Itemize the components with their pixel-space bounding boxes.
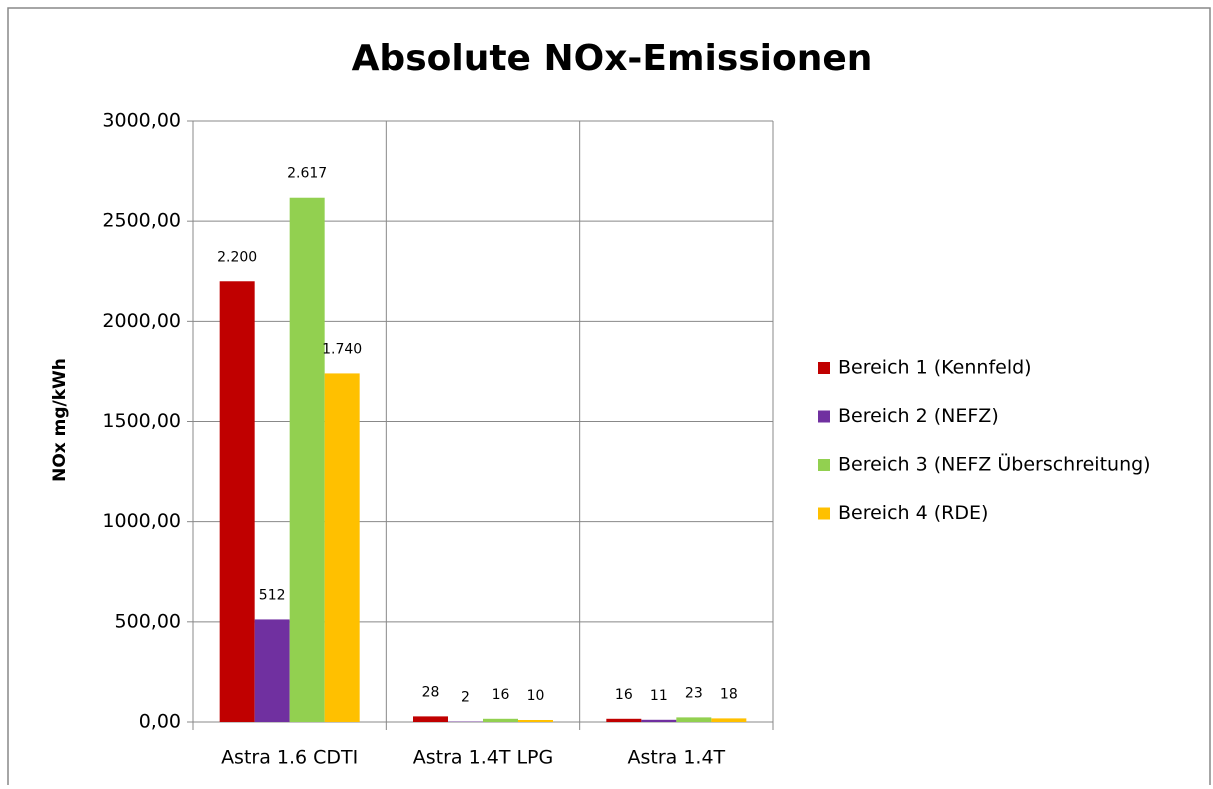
y-tick-label: 1000,00: [102, 510, 181, 532]
bar: [606, 719, 641, 722]
bar: [325, 373, 360, 722]
data-label: 28: [422, 684, 440, 700]
data-label: 11: [650, 688, 668, 704]
y-tick-label: 500,00: [115, 610, 181, 632]
data-label: 2.200: [217, 249, 257, 265]
legend-swatch: [818, 362, 830, 374]
bar: [483, 719, 518, 722]
data-label: 18: [720, 686, 738, 702]
legend-label: Bereich 3 (NEFZ Überschreitung): [838, 453, 1151, 476]
x-tick-label: Astra 1.4T LPG: [413, 747, 553, 769]
bar: [413, 716, 448, 722]
y-tick-label: 0,00: [139, 711, 181, 733]
x-tick-label: Astra 1.6 CDTI: [221, 747, 358, 769]
legend-swatch: [818, 411, 830, 423]
data-label: 2.617: [287, 166, 327, 182]
chart-frame: [8, 8, 1210, 785]
y-axis-label: NOx mg/kWh: [50, 358, 70, 482]
data-label: 16: [615, 687, 633, 703]
data-label: 1.740: [322, 341, 362, 357]
chart-title: Absolute NOx-Emissionen: [352, 38, 873, 79]
data-label: 10: [527, 688, 545, 704]
data-label: 2: [461, 690, 470, 706]
bar: [255, 619, 290, 722]
bar: [220, 281, 255, 722]
bar: [641, 720, 676, 722]
bar: [290, 198, 325, 722]
legend-label: Bereich 2 (NEFZ): [838, 405, 999, 427]
bar: [518, 720, 553, 722]
data-label: 23: [685, 685, 703, 701]
bar: [676, 717, 711, 722]
data-label: 16: [492, 687, 510, 703]
data-label: 512: [259, 587, 286, 603]
bar: [711, 718, 746, 722]
y-tick-label: 2000,00: [102, 310, 181, 332]
y-tick-label: 2500,00: [102, 210, 181, 232]
legend-label: Bereich 4 (RDE): [838, 502, 988, 524]
legend-swatch: [818, 459, 830, 471]
y-tick-label: 1500,00: [102, 410, 181, 432]
x-tick-label: Astra 1.4T: [627, 747, 725, 769]
legend-label: Bereich 1 (Kennfeld): [838, 357, 1032, 379]
legend-swatch: [818, 508, 830, 520]
y-tick-label: 3000,00: [102, 110, 181, 132]
